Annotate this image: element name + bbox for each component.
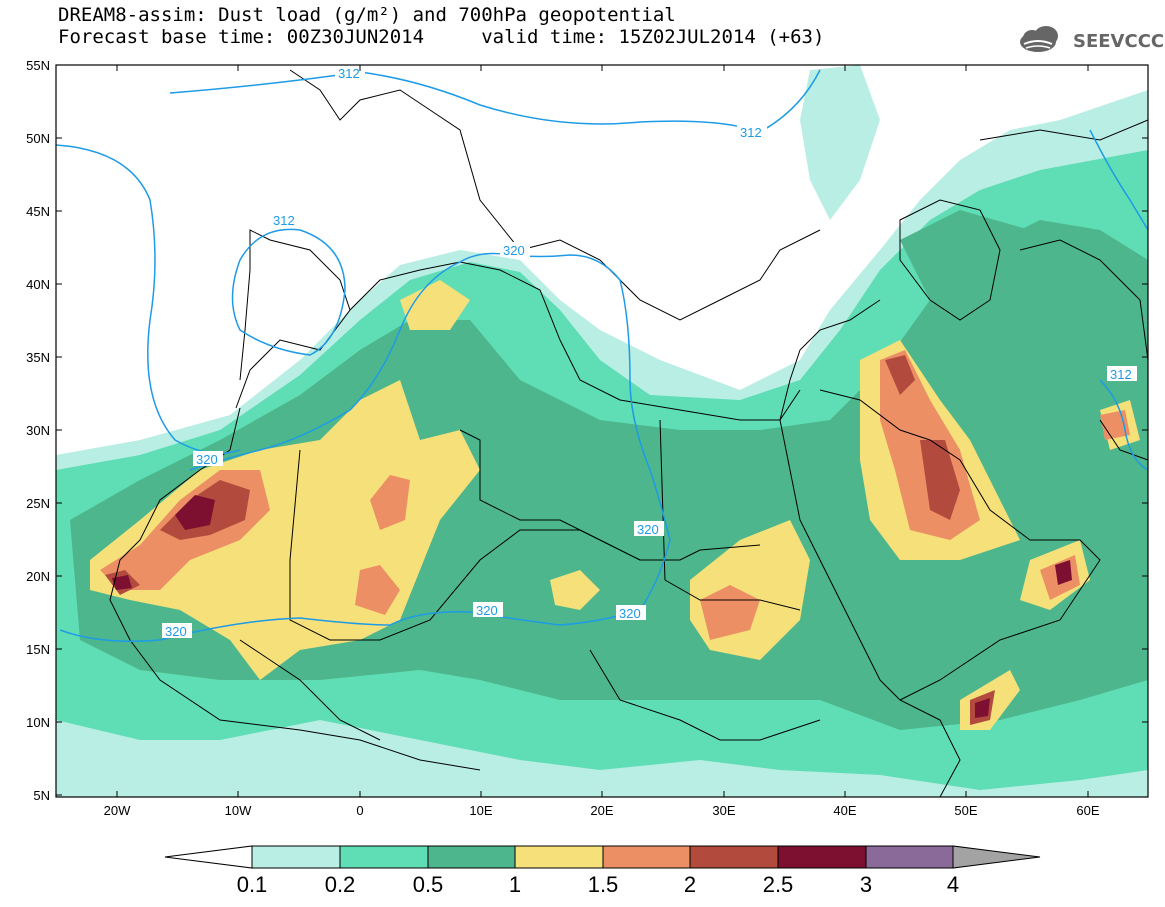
cloud-logo-icon	[1020, 26, 1058, 52]
contour-label: 320	[637, 522, 659, 537]
contour-label: 320	[196, 452, 218, 467]
colorbar-max-arrow	[952, 845, 1041, 869]
colorbar-label: 2.5	[763, 872, 794, 897]
lat-label: 10N	[26, 715, 50, 730]
contour-label: 320	[165, 624, 187, 639]
colorbar: 0.1 0.2 0.5 1 1.5 2 2.5 3 4	[164, 845, 1041, 897]
lon-label: 60E	[1076, 803, 1099, 818]
lon-label: 0	[356, 803, 363, 818]
colorbar-min-arrow	[164, 845, 253, 869]
lon-label: 20E	[590, 803, 613, 818]
map-title: DREAM8-assim: Dust load (g/m²) and 700hP…	[58, 4, 676, 26]
colorbar-label: 4	[947, 872, 959, 897]
lon-label: 10W	[225, 803, 252, 818]
lat-label: 35N	[26, 350, 50, 365]
contour-label: 312	[740, 125, 762, 140]
lat-label: 50N	[26, 131, 50, 146]
dust-field	[56, 65, 1148, 797]
lat-label: 45N	[26, 204, 50, 219]
colorbar-label: 1.5	[588, 872, 619, 897]
longitude-axis: 20W 10W 0 10E 20E 30E 40E 50E 60E	[104, 65, 1100, 818]
lon-label: 40E	[833, 803, 856, 818]
colorbar-segment	[602, 845, 691, 869]
forecast-time-line: Forecast base time: 00Z30JUN2014 valid t…	[58, 26, 825, 48]
colorbar-label: 1	[509, 872, 521, 897]
lat-label: 5N	[33, 788, 50, 803]
colorbar-segment	[777, 845, 867, 869]
colorbar-label: 0.2	[325, 872, 356, 897]
colorbar-segment	[251, 845, 341, 869]
contour-label: 312	[273, 213, 295, 228]
lat-label: 25N	[26, 496, 50, 511]
lon-label: 30E	[712, 803, 735, 818]
contour-label: 320	[503, 243, 525, 258]
colorbar-label: 0.5	[413, 872, 444, 897]
lat-label: 30N	[26, 423, 50, 438]
lat-label: 40N	[26, 277, 50, 292]
contour-label: 312	[338, 66, 360, 81]
lat-label: 15N	[26, 642, 50, 657]
lat-label: 20N	[26, 569, 50, 584]
contour-label: 320	[476, 603, 498, 618]
lon-label: 50E	[954, 803, 977, 818]
lon-label: 20W	[104, 803, 131, 818]
colorbar-label: 2	[684, 872, 696, 897]
logo-text: SEEVCCC	[1073, 31, 1165, 52]
colorbar-segment	[514, 845, 604, 869]
latitude-axis: 55N 50N 45N 40N 35N 30N 25N 20N 15N 10N …	[26, 58, 1148, 803]
lon-label: 10E	[469, 803, 492, 818]
lat-label: 55N	[26, 58, 50, 73]
colorbar-segment	[427, 845, 516, 869]
colorbar-label: 0.1	[237, 872, 268, 897]
contour-label: 320	[619, 606, 641, 621]
colorbar-segment	[865, 845, 954, 869]
colorbar-segment	[339, 845, 429, 869]
colorbar-segment	[689, 845, 779, 869]
contour-labels: 312 312 312 312 320 320 320 320 320 320	[162, 65, 1137, 639]
contour-label: 312	[1110, 367, 1132, 382]
colorbar-label: 3	[860, 872, 872, 897]
